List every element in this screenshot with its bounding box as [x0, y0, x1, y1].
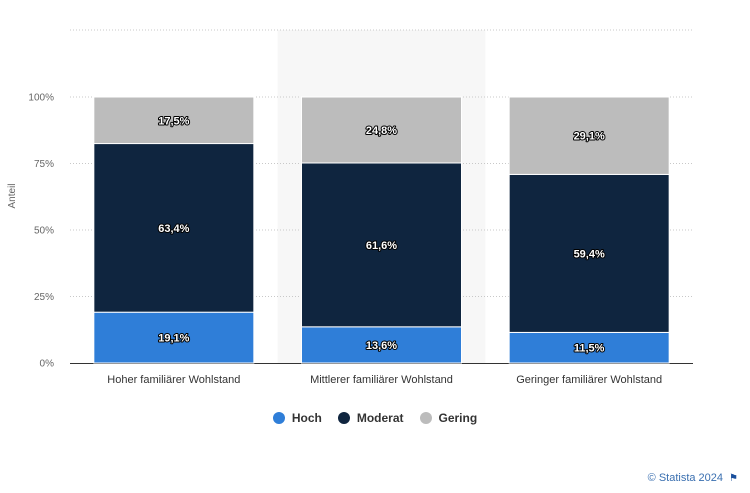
data-label: 11,5%: [574, 343, 605, 355]
data-label: 59,4%: [574, 248, 605, 260]
legend-item-gering[interactable]: Gering: [419, 411, 478, 425]
data-label: 61,6%: [366, 240, 397, 252]
bar-segment-gering[interactable]: [508, 96, 670, 175]
legend-label-hoch: Hoch: [291, 411, 322, 425]
bar-segment-gering[interactable]: [301, 96, 462, 164]
bar-segment-hoch[interactable]: [508, 331, 670, 364]
credit-text: © Statista 2024: [647, 472, 724, 484]
x-tick-label: Geringer familiärer Wohlstand: [516, 374, 662, 386]
legend-item-hoch[interactable]: Hoch: [272, 411, 322, 425]
data-label: 13,6%: [366, 340, 397, 352]
legend-label-moderat: Moderat: [356, 411, 404, 425]
data-label: 17,5%: [158, 115, 189, 127]
data-label: 24,8%: [366, 125, 397, 137]
bar-segment-moderat[interactable]: [508, 173, 670, 333]
y-tick-label: 75%: [34, 159, 54, 170]
bar-segment-hoch[interactable]: [93, 311, 255, 364]
bar-segment-gering[interactable]: [93, 96, 255, 145]
y-tick-label: 25%: [34, 292, 54, 303]
legend-marker-gering: [419, 412, 432, 424]
flag-icon: ⚑: [729, 472, 738, 484]
legend: Hoch Moderat Gering: [0, 411, 750, 425]
x-tick-label: Hoher familiärer Wohlstand: [107, 374, 240, 386]
y-tick-label: 0%: [40, 359, 55, 370]
legend-marker-hoch: [272, 412, 285, 424]
legend-marker-moderat: [337, 412, 350, 424]
data-label: 19,1%: [158, 333, 189, 345]
legend-item-moderat[interactable]: Moderat: [337, 411, 404, 425]
bar-segment-hoch[interactable]: [301, 326, 462, 364]
y-tick-label: 50%: [34, 226, 54, 237]
stacked-bar-chart: 0% 25% 50% 75% 100% 19,1% 63,4% 17,5% Hoher fam…: [7, 29, 693, 386]
y-tick-label: 100%: [28, 93, 54, 104]
bar-segment-moderat[interactable]: [301, 162, 462, 328]
y-axis-title: Anteil: [7, 183, 18, 208]
statista-credit[interactable]: © Statista 2024 ⚑: [648, 472, 738, 484]
data-label: 29,1%: [574, 131, 605, 143]
data-label: 63,4%: [158, 223, 189, 235]
legend-label-gering: Gering: [438, 411, 478, 425]
x-tick-label: Mittlerer familiärer Wohlstand: [310, 374, 453, 386]
